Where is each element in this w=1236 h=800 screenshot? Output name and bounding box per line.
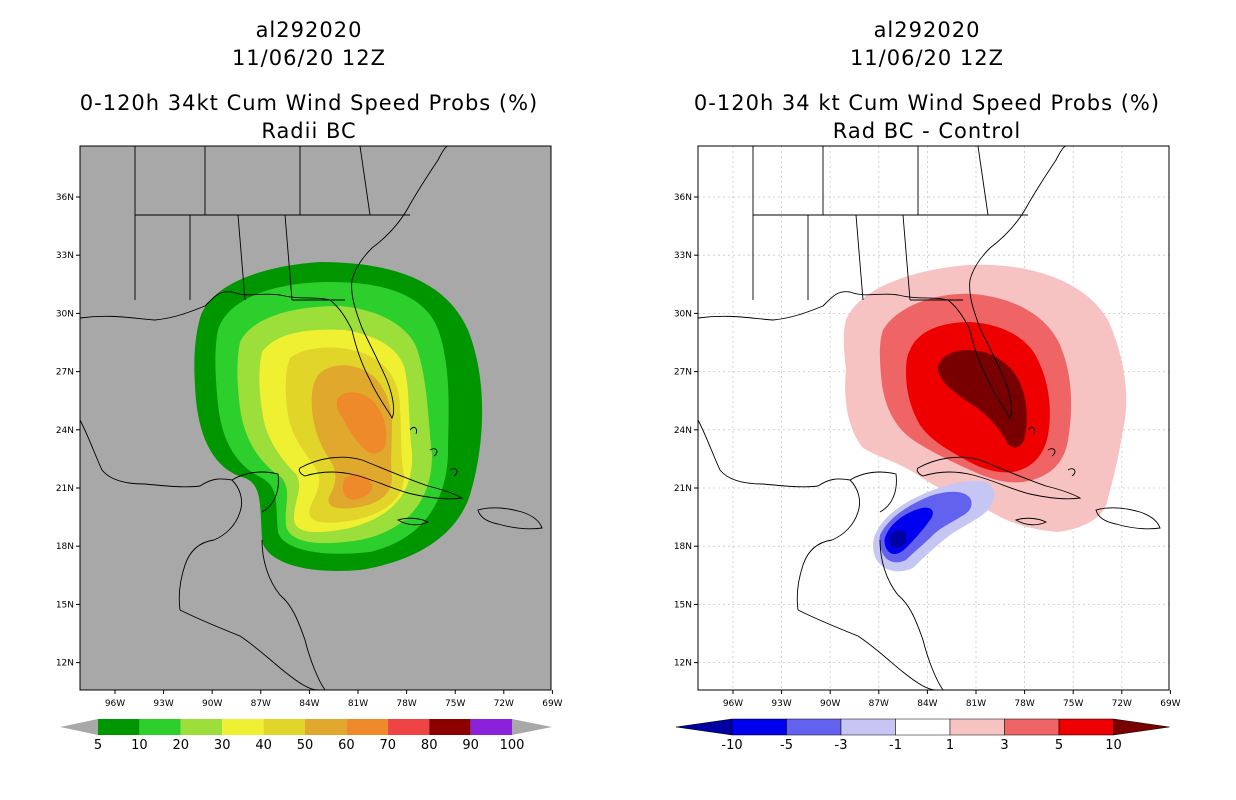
left-colorbar-label: 40 [255,738,272,753]
left-colorbar-swatch [387,719,430,735]
left-colorbar-swatch [470,719,512,735]
right-lat-label: 21N [674,484,692,494]
left-colorbar-low-arrow [60,719,98,735]
right-colorbar-label: -3 [835,738,848,753]
left-colorbar-swatch [222,719,264,735]
right-lon-label: 84W [917,699,937,709]
left-lon-label: 72W [494,699,514,709]
left-lat-label: 15N [56,600,74,610]
right-lat-label: 27N [674,368,692,378]
left-lat-label: 21N [56,484,74,494]
left-colorbar-swatch [429,719,471,735]
left-lat-label: 36N [56,193,74,203]
left-lon-label: 96W [105,699,125,709]
right-title-storm-id: al292020 [873,18,981,42]
right-lon-label: 90W [820,699,840,709]
left-colorbar-label: 80 [421,738,438,753]
left-colorbar-label: 50 [297,738,314,753]
right-lon-label: 78W [1014,699,1034,709]
right-lat-label: 30N [674,309,692,319]
left-colorbar-swatch [305,719,347,735]
right-colorbar-label: -1 [889,738,902,753]
left-coastlines [80,146,543,690]
left-axes: 96W 93W 90W 87W 84W 81W 78W 75W 72W 69W 36N 33N 30N 2… [56,193,563,709]
right-lon-label: 93W [771,699,791,709]
right-lon-label: 87W [869,699,889,709]
left-title-variant: Radii BC [261,119,357,143]
left-lat-label: 12N [56,659,74,669]
left-lon-label: 69W [542,699,562,709]
right-lat-label: 36N [674,193,692,203]
right-colorbar-swatch [840,718,896,736]
left-title-storm-id: al292020 [255,18,363,42]
left-lat-label: 30N [56,309,74,319]
right-colorbar-label: 5 [1055,738,1063,753]
right-colorbar-low-arrow [675,718,733,736]
right-colorbar: -10 -5 -3 -1 1 3 5 10 [675,718,1170,753]
right-title-product: 0-120h 34 kt Cum Wind Speed Probs (%) [693,91,1161,115]
right-coastlines [698,146,1161,690]
right-colorbar-swatch [1058,718,1114,736]
left-colorbar-label: 10 [131,738,148,753]
right-lon-label: 81W [966,699,986,709]
right-lon-label: 75W [1063,699,1083,709]
left-lon-label: 84W [299,699,319,709]
right-colorbar-swatch [731,718,787,736]
left-colorbar: 5 10 20 30 40 50 60 70 80 90 100 [60,719,552,753]
left-colorbar-swatch [346,719,388,735]
right-colorbar-label: -10 [721,738,742,753]
right-colorbar-swatch [949,718,1005,736]
right-lat-label: 15N [674,600,692,610]
right-colorbar-label: 3 [1000,738,1008,753]
right-colorbar-high-arrow [1113,718,1170,736]
right-colorbar-swatch [895,718,951,736]
left-colorbar-swatch [180,719,223,735]
left-colorbar-swatch [263,719,305,735]
left-colorbar-label: 20 [173,738,190,753]
right-lat-label: 33N [674,251,692,261]
left-colorbar-label: 90 [462,738,479,753]
left-colorbar-label: 5 [94,738,102,753]
right-colorbar-swatch [786,718,842,736]
right-colorbar-label: 10 [1105,738,1122,753]
left-lon-label: 90W [202,699,222,709]
right-lat-label: 12N [674,659,692,669]
left-colorbar-swatch [139,719,181,735]
left-panel: al292020 11/06/20 12Z 0-120h 34kt Cum Wi… [56,18,563,753]
left-lon-label: 81W [348,699,368,709]
right-panel: al292020 11/06/20 12Z 0-120h 34 kt Cum W… [618,0,1236,800]
left-title-date: 11/06/20 12Z [231,46,387,70]
left-colorbar-label: 100 [500,738,525,753]
right-map-frame [697,145,1170,691]
left-colorbar-label: 70 [380,738,397,753]
left-lat-label: 27N [56,368,74,378]
left-lon-label: 87W [251,699,271,709]
right-lon-label: 96W [723,699,743,709]
right-difference-field [843,264,1127,572]
left-lon-label: 93W [153,699,173,709]
right-map: 96W 93W 90W 87W 84W 81W 78W 75W 72W 69W 36N 33N 30N 2… [674,145,1181,753]
left-lon-label: 78W [396,699,416,709]
left-title-product: 0-120h 34kt Cum Wind Speed Probs (%) [79,91,539,115]
left-map: 96W 93W 90W 87W 84W 81W 78W 75W 72W 69W 36N 33N 30N 2… [56,145,563,753]
right-title-variant: Rad BC - Control [832,119,1022,143]
right-lat-label: 18N [674,542,692,552]
right-lon-label: 69W [1160,699,1180,709]
left-colorbar-label: 30 [214,738,231,753]
left-colorbar-label: 60 [338,738,355,753]
left-colorbar-swatch [98,719,140,735]
right-lat-label: 24N [674,426,692,436]
right-colorbar-label: 1 [946,738,954,753]
right-lon-label: 72W [1112,699,1132,709]
right-colorbar-swatch [1004,718,1060,736]
right-axes: 96W 93W 90W 87W 84W 81W 78W 75W 72W 69W 36N 33N 30N 2… [674,193,1181,709]
right-title-date: 11/06/20 12Z [849,46,1005,70]
left-lat-label: 18N [56,542,74,552]
left-lat-label: 33N [56,251,74,261]
left-colorbar-high-arrow [512,719,552,735]
left-map-frame [79,145,552,691]
right-colorbar-label: -5 [780,738,793,753]
left-lat-label: 24N [56,426,74,436]
left-lon-label: 75W [445,699,465,709]
